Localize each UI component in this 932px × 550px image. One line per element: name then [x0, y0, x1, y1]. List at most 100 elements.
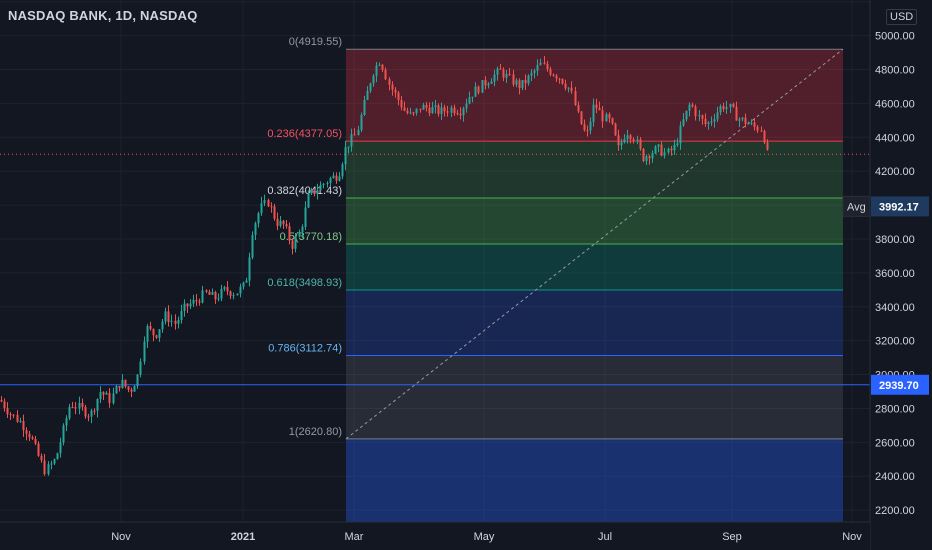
candle-body — [34, 438, 37, 444]
candle-body — [738, 119, 741, 121]
candle-body — [81, 402, 84, 408]
candle-body — [474, 86, 477, 97]
candle-body — [617, 135, 620, 146]
candle-body — [201, 290, 204, 303]
candle-body — [403, 107, 406, 111]
time-axis[interactable] — [0, 522, 870, 550]
candle-body — [195, 300, 198, 302]
candle-body — [558, 78, 561, 80]
fib-level-label: 0(4919.55) — [289, 36, 342, 48]
candle-body — [484, 80, 487, 86]
y-tick-label: 3200.00 — [875, 336, 915, 348]
candle-body — [62, 425, 65, 443]
candle-body — [530, 72, 533, 76]
candle-body — [660, 144, 663, 156]
candle-body — [384, 69, 387, 80]
candle-body — [47, 464, 50, 475]
candle-body — [546, 63, 549, 70]
candle-body — [756, 126, 759, 131]
currency-label[interactable]: USD — [886, 9, 918, 25]
candle-body — [561, 78, 564, 84]
candle-body — [685, 110, 688, 120]
candle-body — [673, 145, 676, 151]
candle-body — [338, 176, 341, 181]
candle-body — [397, 92, 400, 101]
candle-body — [326, 182, 329, 184]
line-price-value: 2939.70 — [879, 380, 919, 392]
candle-body — [493, 74, 496, 82]
y-tick-label: 3800.00 — [875, 234, 915, 246]
candle-body — [239, 286, 242, 294]
candle-body — [499, 68, 502, 70]
candle-body — [539, 62, 542, 66]
candle-body — [12, 414, 15, 416]
candle-body — [518, 80, 521, 89]
candle-body — [592, 104, 595, 122]
y-tick-label: 2600.00 — [875, 437, 915, 449]
candle-body — [527, 75, 530, 84]
candle-body — [456, 113, 459, 115]
candle-body — [431, 107, 434, 114]
candle-body — [84, 407, 87, 417]
candle-body — [481, 80, 484, 93]
candle-body — [577, 105, 580, 112]
candle-body — [375, 65, 378, 76]
candle-body — [453, 107, 456, 114]
candle-body — [214, 291, 217, 300]
candle-body — [170, 320, 173, 322]
fib-zone — [346, 244, 843, 290]
candle-body — [732, 103, 735, 107]
y-tick-label: 3600.00 — [875, 268, 915, 280]
candle-body — [555, 75, 558, 79]
candle-body — [502, 69, 505, 78]
candle-body — [192, 300, 195, 304]
candle-body — [654, 146, 657, 154]
candle-body — [254, 223, 257, 236]
y-tick-label: 4800.00 — [875, 64, 915, 76]
price-axis[interactable] — [870, 0, 932, 550]
candle-body — [614, 123, 617, 136]
candle-body — [78, 402, 81, 409]
candle-body — [468, 97, 471, 104]
candle-body — [710, 121, 713, 123]
candle-body — [552, 74, 555, 76]
x-tick-label: Nov — [842, 531, 862, 543]
candle-body — [56, 453, 59, 460]
candle-body — [663, 152, 666, 156]
candle-body — [329, 178, 332, 183]
candle-body — [543, 62, 546, 64]
candle-body — [471, 96, 474, 98]
candle-body — [462, 108, 465, 116]
candle-body — [701, 115, 704, 119]
candle-body — [105, 392, 108, 395]
candle-body — [74, 407, 77, 409]
x-tick-label: Jul — [598, 531, 612, 543]
candle-body — [412, 112, 415, 114]
candle-body — [223, 287, 226, 289]
candle-body — [465, 103, 468, 109]
candle-body — [130, 389, 133, 392]
candle-body — [25, 430, 28, 434]
candle-body — [161, 321, 164, 330]
candle-body — [645, 156, 648, 161]
candle-body — [99, 392, 102, 399]
chart-title: NASDAQ BANK, 1D, NASDAQ — [8, 8, 198, 23]
fib-level-label: 0.786(3112.74) — [268, 342, 342, 354]
candle-body — [694, 106, 697, 117]
candle-body — [657, 144, 660, 147]
candle-body — [232, 295, 235, 297]
candle-body — [632, 139, 635, 141]
candle-body — [487, 83, 490, 86]
candle-body — [285, 224, 288, 227]
candle-body — [521, 80, 524, 89]
candle-body — [766, 142, 769, 150]
candle-body — [304, 207, 307, 227]
candle-body — [208, 291, 211, 295]
candle-body — [40, 455, 43, 461]
candle-body — [589, 121, 592, 131]
candle-body — [434, 105, 437, 108]
candle-body — [608, 114, 611, 119]
candle-body — [360, 115, 363, 131]
candle-body — [152, 328, 155, 336]
